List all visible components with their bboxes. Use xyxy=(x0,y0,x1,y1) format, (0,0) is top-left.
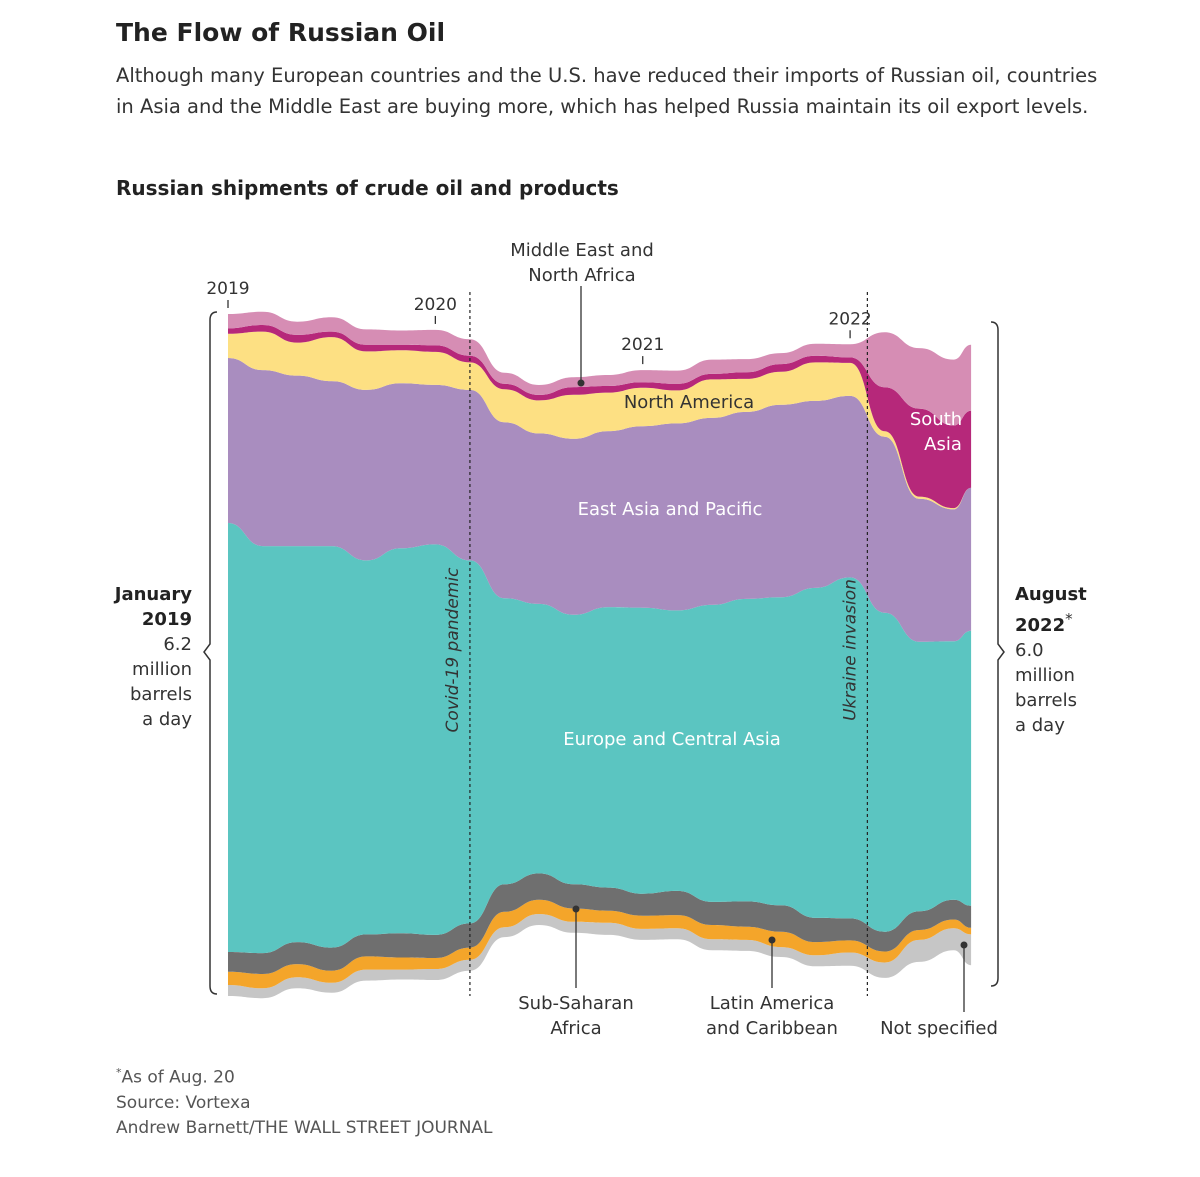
end-unit-1: million xyxy=(1015,665,1075,686)
start-value: 6.2 xyxy=(163,634,192,655)
end-unit-2: barrels xyxy=(1015,690,1077,711)
stream-europe-and-central-asia xyxy=(228,523,972,954)
end-value: 6.0 xyxy=(1015,640,1044,661)
label-south-asia-2: Asia xyxy=(924,434,962,455)
stream-east-asia-and-pacific xyxy=(228,358,972,642)
stream-sub-saharan-africa xyxy=(228,873,972,974)
stream-middle-east-and-north-africa xyxy=(228,311,972,426)
label-sub-saharan-1: Sub-Saharan xyxy=(518,993,634,1014)
end-title-1: August xyxy=(1015,584,1087,605)
start-total-label: January 2019 6.2 million barrels a day xyxy=(92,582,192,732)
label-latin-2: and Caribbean xyxy=(706,1018,838,1039)
start-title-1: January xyxy=(114,584,192,605)
label-not-specified: Not specified xyxy=(880,1018,998,1039)
year-tick-label-2021: 2021 xyxy=(621,335,664,355)
middle-east-dot xyxy=(577,379,585,387)
stream-latin-america-and-caribbean xyxy=(228,899,972,989)
label-south-asia-1: South xyxy=(910,409,962,430)
stream-layers xyxy=(228,311,972,999)
sub-saharan-dot xyxy=(572,905,580,913)
not-specified-dot xyxy=(960,941,968,949)
end-title-2: 2022 xyxy=(1015,615,1066,636)
page-subtitle: Although many European countries and the… xyxy=(116,64,1098,118)
year-tick-label-2019: 2019 xyxy=(206,279,249,299)
label-latin-1: Latin America xyxy=(710,993,835,1014)
label-middle-east-1: Middle East and xyxy=(510,240,654,261)
end-unit-3: a day xyxy=(1015,715,1065,736)
footnote-text: As of Aug. 20 xyxy=(121,1067,235,1088)
credit-note: Andrew Barnett/THE WALL STREET JOURNAL xyxy=(116,1117,493,1138)
end-bracket xyxy=(990,321,1005,987)
footnote: *As of Aug. 20 xyxy=(116,1060,493,1091)
event-label-covid-19-pandemic: Covid-19 pandemic xyxy=(443,567,463,733)
footnote-mark: * xyxy=(116,1066,122,1079)
end-footnote-mark: * xyxy=(1065,610,1073,628)
stream-north-america xyxy=(228,331,972,510)
stream-south-asia xyxy=(228,325,972,509)
label-east-asia: East Asia and Pacific xyxy=(578,499,763,520)
stream-not-specified xyxy=(228,914,972,999)
label-middle-east-2: North Africa xyxy=(528,265,635,286)
event-markers: Covid-19 pandemic Ukraine invasion xyxy=(443,292,868,996)
source-note: Source: Vortexa xyxy=(116,1092,251,1113)
chart-title: Russian shipments of crude oil and produ… xyxy=(116,176,619,200)
year-tick-label-2020: 2020 xyxy=(414,295,457,315)
event-label-ukraine-invasion: Ukraine invasion xyxy=(840,579,860,721)
latin-dot xyxy=(768,936,776,944)
end-total-label: August 2022* 6.0 million barrels a day xyxy=(1015,582,1135,738)
label-europe: Europe and Central Asia xyxy=(563,729,781,750)
label-north-america: North America xyxy=(624,392,754,413)
start-unit-1: million xyxy=(132,659,192,680)
year-ticks: 2019 2020 2021 2022 xyxy=(206,279,872,365)
start-unit-3: a day xyxy=(142,709,192,730)
year-tick-label-2022: 2022 xyxy=(828,309,871,329)
start-bracket xyxy=(203,311,218,995)
label-sub-saharan-2: Africa xyxy=(550,1018,601,1039)
footer: *As of Aug. 20 Source: Vortexa Andrew Ba… xyxy=(116,1060,493,1141)
page-title: The Flow of Russian Oil xyxy=(116,18,446,47)
start-unit-2: barrels xyxy=(130,684,192,705)
start-title-2: 2019 xyxy=(141,609,192,630)
